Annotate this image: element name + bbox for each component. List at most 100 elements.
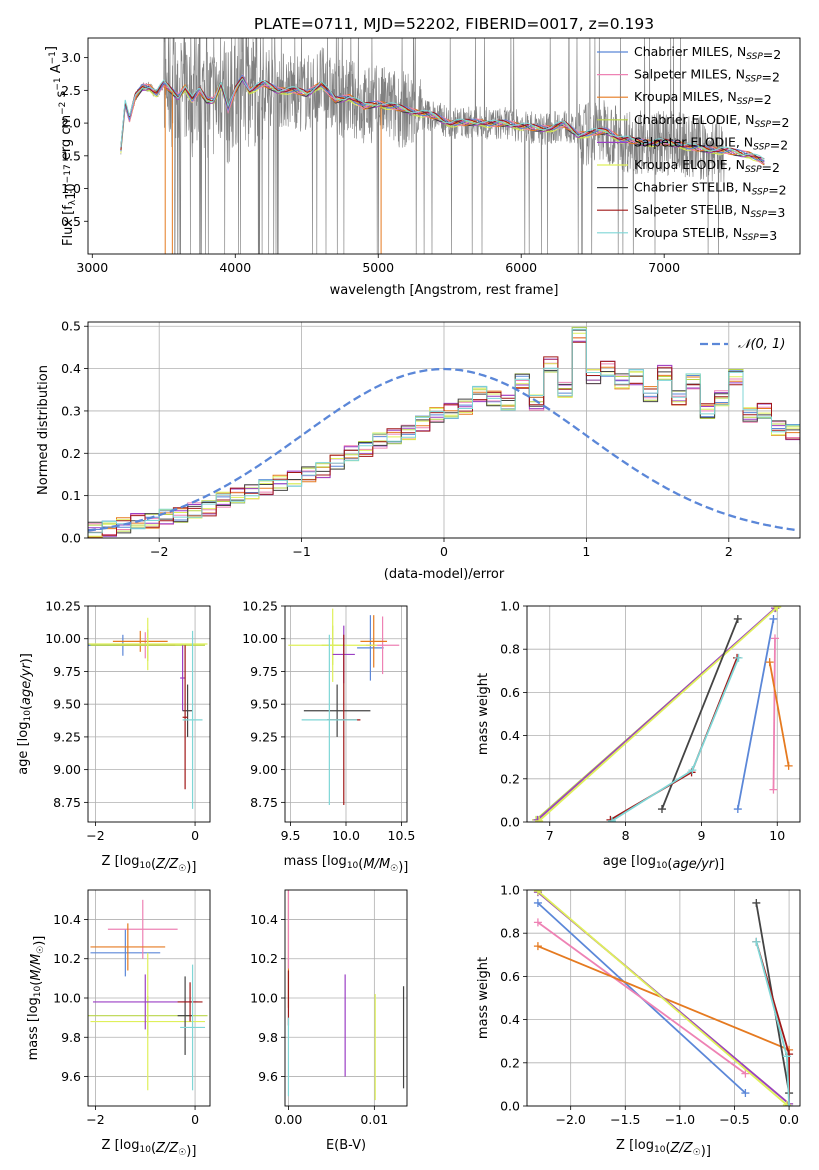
residuals-ytick-label: 0.1: [61, 488, 81, 503]
mass_vs_Z-ytick-label: 9.6: [61, 1069, 81, 1084]
weight_vs_age-xtick-label: 7: [546, 828, 554, 843]
mass_vs_ebv-ytick-label: 9.8: [258, 1030, 278, 1045]
age_vs_mass-ytick-label: 9.25: [250, 729, 278, 744]
age_vs_mass-xlabel: mass [log10(M/M☉)]: [284, 854, 409, 875]
weight_vs_Z-marker: [782, 1052, 791, 1061]
age_vs_mass-axes: 9.5 10.0 10.5 8.75 9.00 9.25 9.50 9.75 10.00 10.2…: [242, 599, 415, 844]
weight_vs_Z-marker: [741, 1069, 750, 1078]
weight_vs_age-series-kroupa_miles: [768, 662, 790, 766]
mass_vs_Z-ylabel: mass [log10(M/M☉)]: [26, 936, 47, 1061]
weight_vs_age-series-kroupa_elodie: [538, 606, 778, 822]
weight_vs_Z-ytick-label: 0.2: [500, 1055, 520, 1070]
spectrum-frame: [87, 37, 801, 255]
age_vs_mass-xtick-label: 10.5: [388, 828, 416, 843]
weight_vs_age-ylabel: mass weight: [476, 673, 491, 755]
weight_vs_age-ytick-label: 0.6: [500, 685, 520, 700]
residuals-plot: [88, 326, 800, 538]
weight_vs_Z-marker: [741, 1089, 750, 1098]
weight_vs_age-marker: [770, 634, 779, 643]
spectrum-xtick-label: 4000: [219, 260, 251, 275]
age_vs_Z-xtick-label: −2: [86, 828, 104, 843]
spectrum-ytick-label: 3.0: [61, 50, 81, 65]
residuals-xtick-label: 1: [582, 544, 590, 559]
mass_vs_Z-xlabel: Z [log10(Z/Z☉)]: [102, 1138, 197, 1159]
weight_vs_age-xtick-label: 8: [622, 828, 630, 843]
spectrum-legend-label: Chabrier STELIB, NSSP=2: [634, 180, 787, 198]
age_vs_mass-xtick-label: 9.5: [281, 828, 301, 843]
residuals-legend-label: 𝒩(0, 1): [738, 337, 785, 352]
weight_vs_Z-ytick-label: 0.0: [500, 1099, 520, 1114]
weight_vs_Z-marker: [533, 918, 542, 927]
weight_vs_age-plot: [532, 606, 793, 822]
age_vs_Z-ytick-label: 9.75: [53, 664, 81, 679]
weight_vs_age-marker: [769, 614, 778, 623]
age_vs_Z-xtick-label: 0: [191, 828, 199, 843]
spectrum-model-kroupa_stelib: [120, 78, 765, 160]
weight_vs_age-frame: [526, 605, 801, 823]
weight_vs_Z-xtick-label: 0.0: [779, 1112, 799, 1127]
residuals-gaussian-curve: [88, 367, 798, 532]
spectrum-legend-label: Salpeter MILES, NSSP=2: [634, 67, 780, 85]
spectrum-xtick-label: 3000: [76, 260, 108, 275]
weight_vs_Z-xtick-label: −1.5: [610, 1112, 640, 1127]
weight_vs_age-series-chabrier_miles: [736, 618, 775, 810]
age_vs_mass-plot: [288, 608, 400, 805]
age_vs_Z-axes: −2 0 8.75 9.00 9.25 9.50 9.75 10.00 10.25: [45, 599, 210, 843]
mass_vs_Z-plot: [88, 899, 208, 1091]
spectrum-legend-label: Salpeter ELODIE, NSSP=2: [634, 134, 788, 152]
age_vs_Z-ytick-label: 9.00: [53, 762, 81, 777]
weight_vs_Z-plot: [533, 890, 794, 1106]
residuals-ytick-label: 0.0: [61, 531, 81, 546]
weight_vs_Z-xtick-label: −0.5: [719, 1112, 749, 1127]
age_vs_Z-plot: [88, 617, 208, 809]
spectrum-ytick-label: 1.0: [61, 181, 81, 196]
weight_vs_age-xtick-label: 9: [697, 828, 705, 843]
weight_vs_age-ytick-label: 0.4: [500, 728, 520, 743]
weight_vs_age-ytick-label: 1.0: [500, 599, 520, 614]
weight_vs_age-series-salpeter_miles: [772, 638, 776, 790]
mass_vs_ebv-ytick-label: 10.0: [250, 991, 278, 1006]
age_vs_mass-ytick-label: 8.75: [250, 795, 278, 810]
spectrum-plot: [120, 38, 765, 254]
mass_vs_ebv-xlabel: E(B-V): [326, 1138, 366, 1153]
weight_vs_age-series-chabrier_stelib: [661, 618, 739, 810]
residuals-ylabel: Normed distribution: [36, 365, 51, 495]
age_vs_Z-xlabel: Z [log10(Z/Z☉)]: [102, 854, 197, 875]
residuals-xlabel: (data-model)/error: [384, 567, 505, 582]
weight_vs_Z-marker: [752, 937, 761, 946]
residuals-axes: −2 −1 0 1 2 0.0 0.1 0.2 0.3 0.4 0.5: [61, 319, 800, 559]
age_vs_mass-frame: [284, 605, 408, 823]
age_vs_Z-ylabel: age [log10(age/yr)]: [16, 653, 34, 775]
weight_vs_Z-series-kroupa_elodie: [537, 890, 788, 1106]
age_vs_mass-ytick-label: 10.25: [242, 599, 278, 614]
residuals-xtick-label: −1: [292, 544, 310, 559]
weight_vs_age-ytick-label: 0.8: [500, 642, 520, 657]
residuals-hist-kroupa_elodie: [88, 332, 800, 537]
mass_vs_ebv-axes: 0.00 0.01 9.6 9.8 10.0 10.2 10.4: [250, 890, 407, 1127]
weight_vs_Z-ytick-label: 0.6: [500, 969, 520, 984]
spectrum-ylabel: Flux [fλ10−17 erg cm−2 s−1 A−1]: [44, 46, 79, 246]
residuals-ytick-label: 0.2: [61, 446, 81, 461]
residuals-hist-kroupa_stelib: [88, 328, 800, 534]
weight_vs_age-marker: [535, 816, 544, 822]
weight_vs_age-ytick-label: 0.0: [500, 815, 520, 830]
mass_vs_Z-xtick-label: −2: [86, 1112, 104, 1127]
weight_vs_Z-marker: [533, 890, 542, 896]
weight_vs_age-xtick-label: 10: [769, 828, 785, 843]
age_vs_mass-xtick-label: 10.0: [332, 828, 360, 843]
spectrum-xlabel: wavelength [Angstrom, rest frame]: [330, 283, 559, 298]
residuals-xtick-label: −2: [150, 544, 168, 559]
residuals-ytick-label: 0.3: [61, 403, 81, 418]
residuals-ytick-label: 0.5: [61, 319, 81, 334]
spectrum-xtick-label: 5000: [362, 260, 394, 275]
residuals-hist-chabrier_elodie: [88, 326, 800, 532]
mass_vs_Z-ytick-label: 10.4: [53, 912, 81, 927]
age_vs_Z-ytick-label: 10.00: [45, 631, 81, 646]
spectrum-model-salpeter_miles: [120, 74, 765, 164]
age_vs_Z-ytick-label: 9.25: [53, 729, 81, 744]
mass_vs_ebv-ytick-label: 10.2: [250, 951, 278, 966]
weight_vs_Z-xtick-label: −1.0: [665, 1112, 695, 1127]
spectrum-title: PLATE=0711, MJD=52202, FIBERID=0017, z=0…: [254, 15, 654, 33]
weight_vs_Z-ytick-label: 0.8: [500, 926, 520, 941]
